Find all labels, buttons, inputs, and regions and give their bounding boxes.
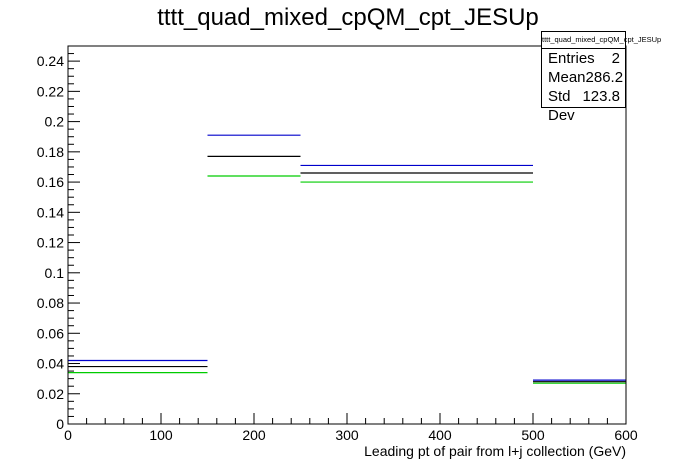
- x-tick-label: 300: [335, 427, 359, 443]
- x-tick-label: 0: [64, 427, 72, 443]
- stats-mean-label: Mean: [548, 69, 586, 86]
- stats-mean-value: 286.2: [585, 69, 624, 86]
- y-tick-label: 0.2: [45, 114, 65, 130]
- y-tick-label: 0.14: [37, 204, 64, 220]
- x-axis-label: Leading pt of pair from l+j collection (…: [364, 443, 626, 459]
- stats-mean-row: Mean 286.2: [542, 68, 625, 87]
- stats-box: tttt_quad_mixed_cpQM_cpt_JESUp Entries 2…: [541, 31, 661, 124]
- y-tick-label: 0.06: [37, 325, 64, 341]
- x-tick-label: 400: [428, 427, 452, 443]
- y-tick-label: 0.08: [37, 295, 64, 311]
- y-tick-label: 0.04: [37, 356, 64, 372]
- stats-entries-row: Entries 2: [542, 49, 625, 68]
- x-tick-label: 600: [614, 427, 638, 443]
- stats-stddev-label: Std Dev: [548, 88, 575, 124]
- y-tick-label: 0.24: [37, 53, 64, 69]
- axis-ticks: 0 0.02 0.04 0.06 0.08 0.1 0.12 0.14 0.16 0.18 0.2 0…: [37, 45, 638, 443]
- y-tick-label: 0.18: [37, 144, 64, 160]
- stats-stddev-value: 123.8: [582, 88, 620, 105]
- stats-title: tttt_quad_mixed_cpQM_cpt_JESUp: [542, 32, 661, 49]
- x-tick-label: 100: [149, 427, 173, 443]
- y-tick-label: 0.16: [37, 174, 64, 190]
- histogram-bins: [68, 134, 626, 384]
- chart-title: tttt_quad_mixed_cpQM_cpt_JESUp: [157, 4, 539, 31]
- x-tick-label: 500: [521, 427, 545, 443]
- y-tick-label: 0: [56, 416, 64, 432]
- y-tick-label: 0.1: [45, 265, 65, 281]
- x-tick-label: 200: [242, 427, 266, 443]
- plot-frame: [67, 45, 627, 425]
- stats-entries-label: Entries: [548, 50, 595, 67]
- y-tick-label: 0.12: [37, 235, 64, 251]
- stats-entries-value: 2: [611, 50, 620, 67]
- y-tick-label: 0.02: [37, 386, 64, 402]
- y-tick-label: 0.22: [37, 83, 64, 99]
- stats-stddev-row: Std Dev 123.8: [542, 87, 625, 124]
